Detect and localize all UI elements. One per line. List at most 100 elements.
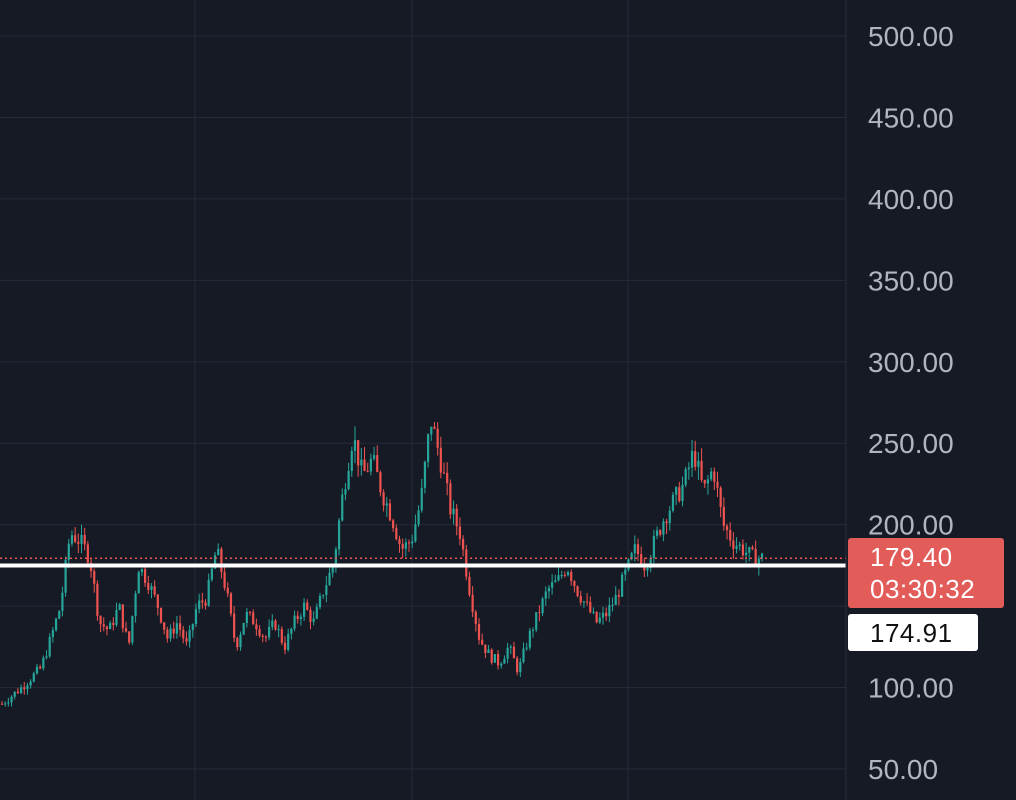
candle-body	[620, 574, 624, 597]
candle-body	[290, 628, 293, 635]
candle-body	[716, 481, 719, 488]
candle-body	[477, 623, 481, 640]
candle-body	[446, 472, 449, 484]
candle-body	[601, 612, 605, 618]
candle-body	[172, 628, 175, 634]
y-tick-label: 50.00	[868, 754, 938, 785]
candle-body	[191, 623, 194, 631]
candle-body	[725, 525, 729, 531]
candle-body	[337, 520, 341, 550]
candle-body	[10, 696, 13, 703]
candle-body	[322, 595, 325, 597]
candle-body	[579, 596, 582, 603]
candle-body	[124, 628, 128, 632]
candle-body	[233, 613, 236, 638]
candle-body	[217, 548, 220, 556]
candle-body	[274, 620, 277, 630]
candle-body	[516, 658, 519, 673]
candle-body	[204, 602, 207, 606]
candle-body	[640, 554, 643, 566]
candle-body	[538, 612, 541, 614]
candle-body	[341, 494, 344, 521]
candle-body	[357, 440, 360, 466]
candle-body	[140, 569, 144, 573]
candle-body	[452, 508, 455, 515]
candle-body	[690, 451, 694, 468]
price-axis[interactable]: 500.00 450.00 400.00 350.00 300.00 250.00 200.…	[868, 21, 954, 785]
candle-body	[306, 602, 309, 610]
candle-body	[411, 541, 414, 544]
last-price-value: 179.40	[870, 542, 953, 572]
candle-body	[45, 656, 48, 658]
candle-body	[633, 544, 636, 554]
candle-body	[566, 572, 570, 576]
candle-body	[430, 426, 433, 435]
candle-body	[366, 470, 369, 472]
candle-body	[318, 595, 322, 608]
candle-body	[163, 622, 166, 630]
candle-body	[541, 598, 544, 614]
candle-body	[465, 549, 468, 577]
candle-body	[102, 624, 105, 627]
candle-body	[26, 685, 29, 690]
y-tick-label: 350.00	[868, 265, 954, 296]
candle-body	[74, 535, 77, 542]
candle-body	[309, 609, 312, 622]
candle-body	[662, 521, 665, 535]
candle-body	[105, 626, 109, 630]
candle-body	[427, 434, 430, 462]
candle-body	[573, 581, 576, 587]
candle-body	[229, 593, 233, 614]
candle-body	[287, 634, 290, 650]
candle-body	[369, 458, 372, 472]
candle-body	[131, 615, 134, 643]
candle-body	[439, 447, 442, 473]
y-tick-label: 100.00	[868, 673, 954, 704]
grid	[0, 0, 846, 800]
candle-body	[433, 426, 436, 429]
candle-body	[506, 647, 509, 659]
candle-body	[48, 636, 51, 657]
candle-body	[684, 469, 687, 485]
candle-body	[376, 455, 379, 473]
candle-body	[331, 567, 334, 573]
reference-price-tag: 174.91	[848, 614, 978, 651]
candle-body	[242, 622, 245, 635]
y-tick-label: 450.00	[868, 102, 954, 133]
candle-body	[7, 702, 10, 704]
candle-body	[353, 440, 357, 451]
candle-body	[147, 582, 150, 590]
candle-body	[134, 593, 137, 616]
candle-body	[398, 539, 401, 545]
candle-body	[4, 703, 7, 705]
candle-body	[436, 428, 439, 448]
reference-price-value: 174.91	[870, 618, 953, 648]
candle-body	[248, 611, 252, 613]
candle-body	[760, 553, 764, 559]
candle-body	[280, 629, 283, 643]
candle-body	[115, 609, 118, 625]
last-price-tag: 179.40 03:30:32	[848, 538, 1004, 608]
candle-body	[493, 654, 496, 663]
candle-body	[732, 540, 735, 549]
candle-body	[175, 623, 178, 634]
candle-body	[194, 609, 198, 624]
candle-body	[67, 543, 70, 560]
candle-body	[557, 575, 560, 581]
candle-body	[535, 612, 538, 630]
candle-body	[16, 691, 19, 694]
candle-body	[697, 460, 700, 467]
y-tick-label: 250.00	[868, 428, 954, 459]
candle-body	[528, 630, 531, 648]
candle-body	[592, 611, 595, 613]
candle-body	[512, 646, 516, 659]
candle-body	[70, 535, 74, 544]
candle-body	[636, 544, 640, 555]
candle-body	[675, 487, 678, 495]
candle-body	[344, 489, 347, 495]
candle-body	[694, 451, 697, 467]
candle-body	[112, 622, 115, 625]
candles	[0, 421, 764, 707]
